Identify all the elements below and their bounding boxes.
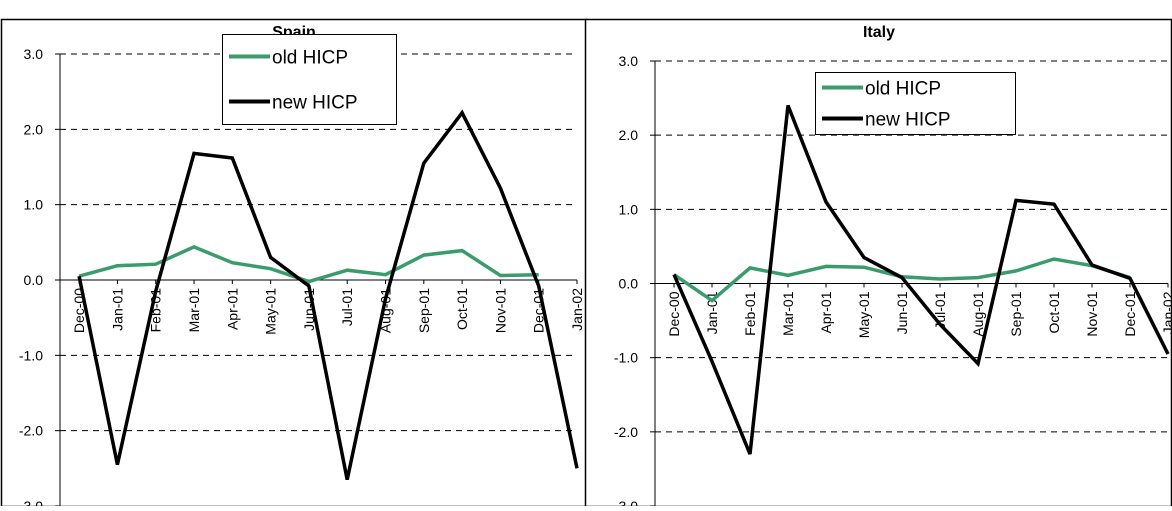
chart-2-legend-label: new HICP bbox=[865, 110, 951, 131]
chart-2-x-tick-label: Dec-00 bbox=[666, 291, 682, 336]
chart-2-y-tick-label: 3.0 bbox=[619, 53, 639, 69]
chart-2-y-tick-label: -3.0 bbox=[614, 498, 638, 506]
chart-2-title: Italy bbox=[863, 24, 895, 41]
chart-1-legend-label: new HICP bbox=[272, 93, 358, 114]
chart-2-y-tick-label: 1.0 bbox=[619, 201, 639, 217]
chart-1-x-tick-label: Apr-01 bbox=[224, 288, 240, 330]
chart-2-y-tick-label: -1.0 bbox=[614, 350, 638, 366]
chart-1-x-tick-label: Jan-01 bbox=[109, 288, 125, 331]
chart-2-x-tick-label: Jan-02 bbox=[1160, 291, 1172, 334]
chart-2-x-tick-label: Aug-01 bbox=[970, 291, 986, 336]
chart-2-x-tick-label: Sep-01 bbox=[1008, 291, 1024, 336]
chart-2-legend-label: old HICP bbox=[865, 79, 941, 100]
chart-2-x-tick-label: Oct-01 bbox=[1046, 291, 1062, 333]
chart-1-y-tick-label: -1.0 bbox=[19, 347, 43, 363]
chart-2-x-tick-label: Feb-01 bbox=[742, 291, 758, 336]
chart-1-legend: old HICP new HICP bbox=[223, 35, 397, 125]
chart-2-y-tick-label: 2.0 bbox=[619, 127, 639, 143]
chart-2-x-tick-label: Nov-01 bbox=[1084, 291, 1100, 336]
chart-1-legend-label: old HICP bbox=[272, 48, 348, 69]
chart-1-x-tick-label: Nov-01 bbox=[492, 288, 508, 333]
chart-2-y-tick-label: -2.0 bbox=[614, 424, 638, 440]
chart-1-x-tick-label: Oct-01 bbox=[454, 288, 470, 330]
chart-1-y-tick-label: 3.0 bbox=[24, 46, 44, 62]
chart-2-x-tick-label: Jun-01 bbox=[894, 291, 910, 334]
chart-1-y-tick-label: -3.0 bbox=[19, 498, 43, 506]
chart-1-x-tick-label: Sep-01 bbox=[416, 288, 432, 333]
chart-1-y-tick-label: 1.0 bbox=[24, 197, 44, 213]
chart-2-legend: old HICP new HICP bbox=[816, 73, 1016, 135]
chart-2-y-tick-label: 0.0 bbox=[619, 276, 639, 292]
chart-1-y-tick-label: 0.0 bbox=[24, 272, 44, 288]
chart-1-x-tick-label: May-01 bbox=[263, 288, 279, 335]
chart-2-x-tick-label: Mar-01 bbox=[780, 291, 796, 336]
chart-1-x-tick-label: Jul-01 bbox=[339, 288, 355, 326]
chart-1-x-tick-label: Mar-01 bbox=[186, 288, 202, 333]
chart-2-x-tick-label: May-01 bbox=[856, 291, 872, 338]
chart-2-x-tick-label: Apr-01 bbox=[818, 291, 834, 333]
chart-1-y-tick-label: 2.0 bbox=[24, 121, 44, 137]
chart-1-y-tick-label: -2.0 bbox=[19, 423, 43, 439]
chart-2-x-tick-label: Dec-01 bbox=[1122, 291, 1138, 336]
chart-1-x-tick-label: Jan-02 bbox=[569, 288, 585, 331]
